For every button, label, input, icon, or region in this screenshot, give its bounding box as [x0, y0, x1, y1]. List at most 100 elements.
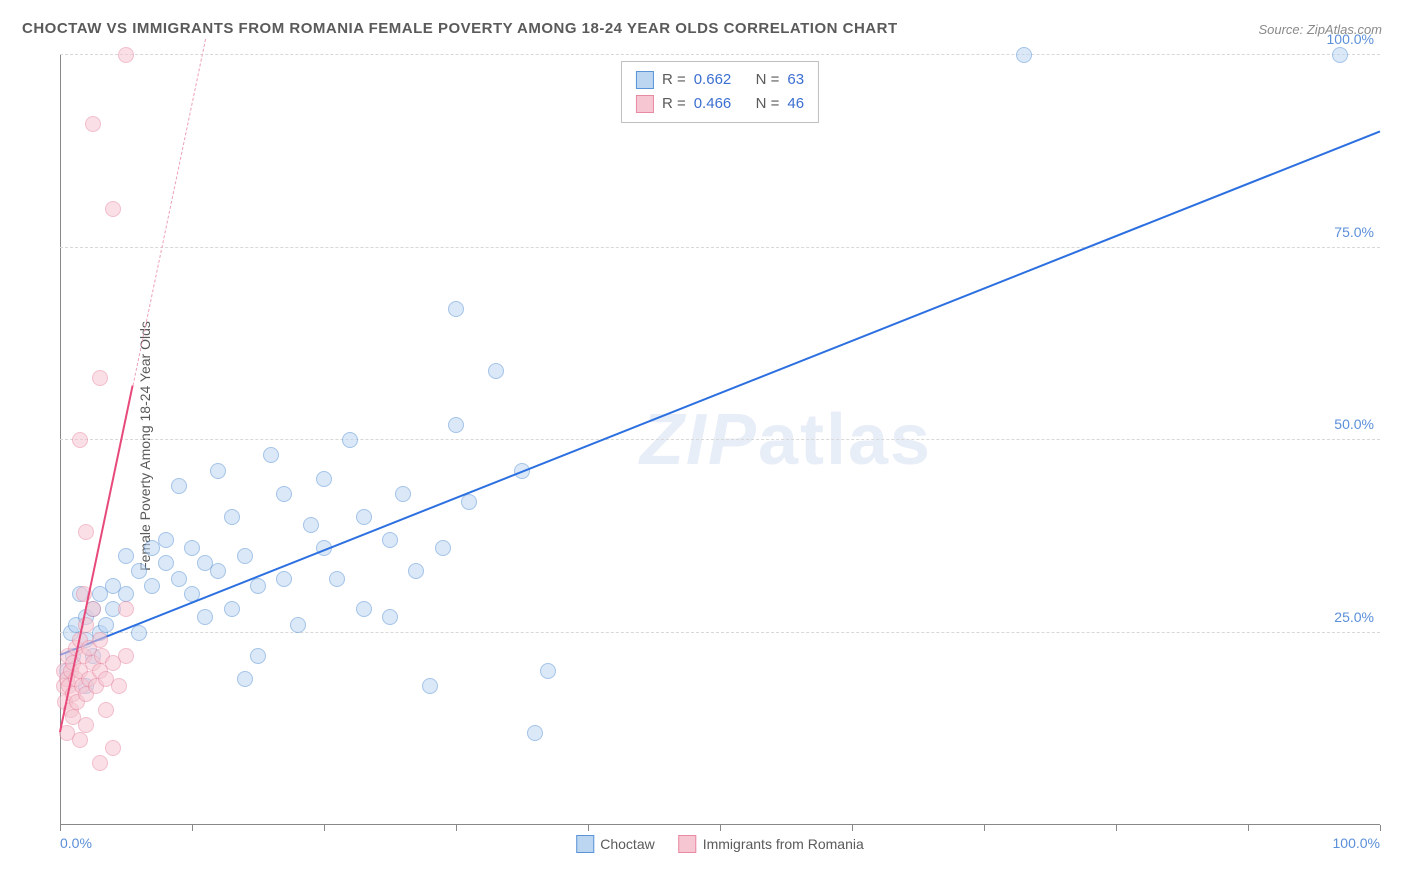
data-point	[210, 463, 226, 479]
data-point	[527, 725, 543, 741]
x-tick	[60, 825, 61, 831]
legend-label: Immigrants from Romania	[703, 836, 864, 852]
data-point	[540, 663, 556, 679]
data-point	[118, 648, 134, 664]
data-point	[448, 301, 464, 317]
legend-item: Choctaw	[576, 835, 654, 853]
data-point	[303, 517, 319, 533]
n-label: N =	[756, 68, 780, 92]
data-point	[98, 617, 114, 633]
data-point	[118, 586, 134, 602]
gridline	[60, 439, 1380, 440]
r-label: R =	[662, 92, 686, 116]
x-tick	[1116, 825, 1117, 831]
data-point	[1016, 47, 1032, 63]
data-point	[395, 486, 411, 502]
data-point	[171, 571, 187, 587]
y-tick-label: 50.0%	[1334, 416, 1374, 432]
trend-line	[60, 130, 1381, 655]
data-point	[197, 609, 213, 625]
legend-swatch	[679, 835, 697, 853]
y-tick-label: 100.0%	[1327, 31, 1374, 47]
data-point	[210, 563, 226, 579]
data-point	[144, 578, 160, 594]
data-point	[382, 532, 398, 548]
data-point	[250, 648, 266, 664]
n-label: N =	[756, 92, 780, 116]
data-point	[1332, 47, 1348, 63]
gridline	[60, 632, 1380, 633]
data-point	[461, 494, 477, 510]
data-point	[356, 601, 372, 617]
data-point	[131, 563, 147, 579]
data-point	[92, 755, 108, 771]
data-point	[118, 47, 134, 63]
r-value: 0.466	[694, 92, 732, 116]
data-point	[184, 540, 200, 556]
data-point	[105, 740, 121, 756]
x-tick	[1380, 825, 1381, 831]
x-tick	[1248, 825, 1249, 831]
x-tick	[588, 825, 589, 831]
data-point	[224, 509, 240, 525]
correlation-stats-box: R = 0.662 N = 63R = 0.466 N = 46	[621, 61, 819, 123]
data-point	[435, 540, 451, 556]
scatter-plot: ZIPatlas R = 0.662 N = 63R = 0.466 N = 4…	[60, 55, 1380, 825]
y-tick-label: 75.0%	[1334, 224, 1374, 240]
x-tick-label: 100.0%	[1333, 835, 1380, 851]
n-value: 46	[787, 92, 804, 116]
x-tick	[984, 825, 985, 831]
data-point	[382, 609, 398, 625]
r-value: 0.662	[694, 68, 732, 92]
data-point	[92, 370, 108, 386]
data-point	[118, 548, 134, 564]
data-point	[224, 601, 240, 617]
x-tick-label: 0.0%	[60, 835, 92, 851]
y-axis	[60, 55, 61, 825]
x-tick	[852, 825, 853, 831]
data-point	[72, 432, 88, 448]
x-tick	[192, 825, 193, 831]
data-point	[78, 524, 94, 540]
data-point	[422, 678, 438, 694]
data-point	[111, 678, 127, 694]
data-point	[131, 625, 147, 641]
n-value: 63	[787, 68, 804, 92]
data-point	[237, 548, 253, 564]
y-tick-label: 25.0%	[1334, 609, 1374, 625]
data-point	[98, 702, 114, 718]
data-point	[276, 486, 292, 502]
trend-line	[132, 39, 206, 386]
legend-swatch	[576, 835, 594, 853]
data-point	[408, 563, 424, 579]
data-point	[85, 116, 101, 132]
data-point	[342, 432, 358, 448]
data-point	[171, 478, 187, 494]
x-tick	[456, 825, 457, 831]
stats-row: R = 0.466 N = 46	[636, 92, 804, 116]
data-point	[276, 571, 292, 587]
legend: Choctaw Immigrants from Romania	[576, 835, 864, 853]
data-point	[316, 471, 332, 487]
data-point	[263, 447, 279, 463]
x-tick	[720, 825, 721, 831]
data-point	[158, 532, 174, 548]
stats-row: R = 0.662 N = 63	[636, 68, 804, 92]
data-point	[356, 509, 372, 525]
data-point	[92, 632, 108, 648]
watermark: ZIPatlas	[640, 399, 932, 481]
gridline	[60, 247, 1380, 248]
data-point	[448, 417, 464, 433]
data-point	[290, 617, 306, 633]
gridline	[60, 54, 1380, 55]
data-point	[72, 732, 88, 748]
series-swatch	[636, 95, 654, 113]
legend-label: Choctaw	[600, 836, 654, 852]
data-point	[250, 578, 266, 594]
data-point	[78, 717, 94, 733]
data-point	[488, 363, 504, 379]
series-swatch	[636, 71, 654, 89]
data-point	[158, 555, 174, 571]
data-point	[118, 601, 134, 617]
r-label: R =	[662, 68, 686, 92]
